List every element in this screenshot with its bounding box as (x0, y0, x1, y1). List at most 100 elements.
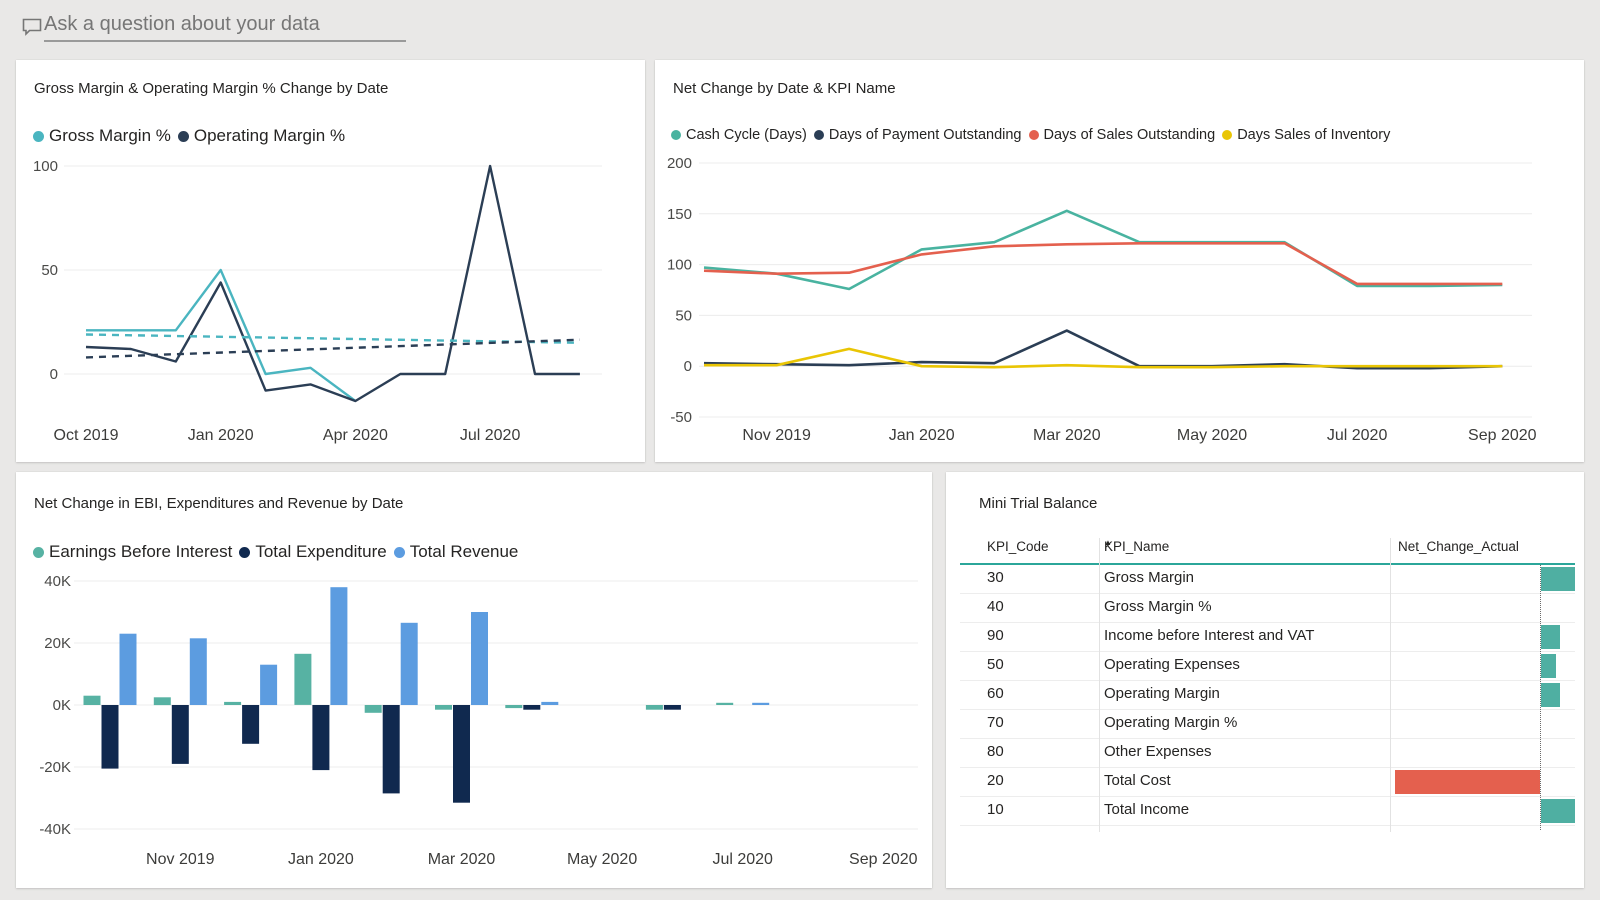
x-axis-tick: Mar 2020 (1033, 427, 1101, 444)
visual-card-ebi-chart: Net Change in EBI, Expenditures and Reve… (16, 472, 932, 888)
kpi-code-cell: 40 (987, 598, 1004, 615)
x-axis-tick: Sep 2020 (849, 851, 918, 868)
column-divider (1390, 538, 1391, 832)
table-header-row: KPI_Code KPI_Name Net_Change_Actual ▲ (960, 536, 1575, 565)
kpi-name-cell: Gross Margin % (1104, 598, 1212, 615)
x-axis-tick: Apr 2020 (323, 427, 388, 444)
bar[interactable] (505, 705, 522, 708)
bar[interactable] (523, 705, 540, 710)
kpi-name-cell: Total Income (1104, 801, 1189, 818)
bar[interactable] (120, 634, 137, 705)
kpi-code-cell: 80 (987, 743, 1004, 760)
table-row[interactable]: 80Other Expenses (960, 739, 1575, 768)
bar[interactable] (646, 705, 663, 710)
margin-chart-plot[interactable]: 100500Oct 2019Jan 2020Apr 2020Jul 2020 (16, 60, 645, 462)
net-change-data-bar[interactable] (1541, 799, 1575, 823)
y-axis-tick: 200 (667, 155, 692, 172)
bar[interactable] (664, 705, 681, 710)
bar[interactable] (84, 696, 101, 705)
line-series[interactable] (704, 243, 1502, 284)
qna-input[interactable] (44, 8, 406, 42)
y-axis-tick: -20K (39, 759, 71, 776)
bar[interactable] (541, 702, 558, 705)
line-series[interactable] (704, 331, 1502, 369)
net-change-data-bar[interactable] (1541, 625, 1560, 649)
x-axis-tick: Sep 2020 (1468, 427, 1537, 444)
kpi-code-cell: 10 (987, 801, 1004, 818)
y-axis-tick: 0 (50, 366, 58, 383)
line-series[interactable] (704, 211, 1502, 289)
bar[interactable] (190, 638, 207, 705)
bar[interactable] (102, 705, 119, 769)
kpi-code-cell: 50 (987, 656, 1004, 673)
column-divider (1099, 538, 1100, 832)
visual-card-trial-balance: Mini Trial Balance KPI_Code KPI_Name Net… (946, 472, 1584, 888)
x-axis-tick: Jan 2020 (889, 427, 955, 444)
table-row[interactable]: 40 Gross Margin % (960, 594, 1575, 623)
kpi-chart-plot[interactable]: 200150100500-50Nov 2019Jan 2020Mar 2020M… (655, 60, 1584, 462)
x-axis-tick: Nov 2019 (146, 851, 215, 868)
bar[interactable] (471, 612, 488, 705)
bar[interactable] (294, 654, 311, 705)
y-axis-tick: -50 (670, 409, 692, 426)
bar[interactable] (435, 705, 452, 710)
bar[interactable] (716, 703, 733, 705)
x-axis-tick: May 2020 (567, 851, 637, 868)
qna-bar (0, 0, 1600, 52)
y-axis-tick: 0K (53, 697, 71, 714)
net-change-data-bar[interactable] (1541, 683, 1560, 707)
kpi-code-cell: 60 (987, 685, 1004, 702)
table-row[interactable]: 90Income before Interest and VAT (960, 623, 1575, 652)
line-series[interactable] (86, 340, 580, 358)
line-series[interactable] (86, 166, 580, 401)
ebi-chart-plot[interactable]: 40K20K0K-20K-40KNov 2019Jan 2020Mar 2020… (16, 472, 932, 888)
net-change-data-bar[interactable] (1541, 654, 1556, 678)
kpi-name-cell: Total Cost (1104, 772, 1171, 789)
x-axis-tick: Oct 2019 (54, 427, 119, 444)
y-axis-tick: 100 (33, 158, 58, 175)
bar[interactable] (401, 623, 418, 705)
bar[interactable] (154, 697, 171, 705)
speech-bubble-icon (21, 17, 43, 37)
table-row[interactable]: 10 Total Income (960, 797, 1575, 826)
visual-card-margin-chart: Gross Margin & Operating Margin % Change… (16, 60, 645, 462)
x-axis-tick: Jul 2020 (1327, 427, 1388, 444)
bar[interactable] (224, 702, 241, 705)
table-row[interactable]: 60 Operating Margin (960, 681, 1575, 710)
bar[interactable] (312, 705, 329, 770)
net-change-data-bar[interactable] (1395, 770, 1540, 794)
kpi-name-cell: Operating Margin (1104, 685, 1220, 702)
column-header-net-change-actual[interactable]: Net_Change_Actual (1398, 539, 1519, 554)
bar[interactable] (383, 705, 400, 793)
x-axis-tick: Jan 2020 (288, 851, 354, 868)
bar[interactable] (752, 703, 769, 705)
trial-balance-table: KPI_Code KPI_Name Net_Change_Actual ▲ 30… (960, 536, 1575, 832)
bar[interactable] (453, 705, 470, 803)
bar[interactable] (242, 705, 259, 744)
bar[interactable] (260, 665, 277, 705)
kpi-code-cell: 20 (987, 772, 1004, 789)
y-axis-tick: 50 (675, 307, 692, 324)
bar[interactable] (330, 587, 347, 705)
bar[interactable] (365, 705, 382, 713)
sort-ascending-icon[interactable]: ▲ (1104, 539, 1112, 547)
y-axis-tick: 20K (44, 635, 71, 652)
kpi-code-cell: 70 (987, 714, 1004, 731)
table-row[interactable]: 30 Gross Margin (960, 565, 1575, 594)
table-row[interactable]: 20 Total Cost (960, 768, 1575, 797)
kpi-code-cell: 30 (987, 569, 1004, 586)
column-header-kpi-name[interactable]: KPI_Name (1104, 539, 1169, 554)
column-header-kpi-code[interactable]: KPI_Code (987, 539, 1049, 554)
bar[interactable] (172, 705, 189, 764)
x-axis-tick: Mar 2020 (428, 851, 496, 868)
y-axis-tick: 150 (667, 206, 692, 223)
data-bar-zero-axis (1540, 565, 1541, 830)
x-axis-tick: Jul 2020 (460, 427, 521, 444)
net-change-data-bar[interactable] (1541, 567, 1575, 591)
x-axis-tick: Jul 2020 (712, 851, 773, 868)
kpi-name-cell: Gross Margin (1104, 569, 1194, 586)
table-row[interactable]: 70Operating Margin % (960, 710, 1575, 739)
kpi-code-cell: 90 (987, 627, 1004, 644)
table-row[interactable]: 50Operating Expenses (960, 652, 1575, 681)
visual-card-kpi-chart: Net Change by Date & KPI Name Cash Cycle… (655, 60, 1584, 462)
